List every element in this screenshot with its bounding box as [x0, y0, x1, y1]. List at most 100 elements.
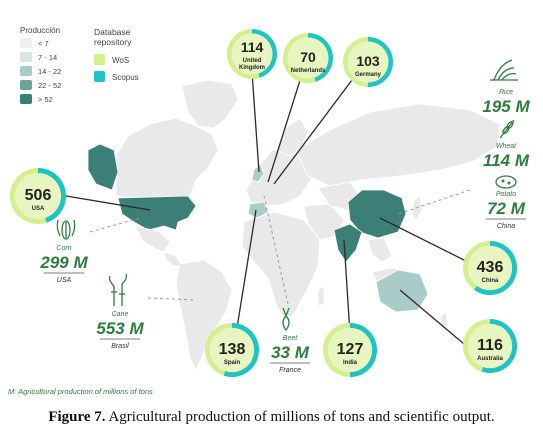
crop-country: China: [497, 223, 515, 230]
donut-inner: [209, 327, 255, 373]
dashed-china-crops: [397, 189, 471, 215]
crop-name: Cane: [112, 311, 129, 318]
crop-country: USA: [57, 277, 72, 284]
southeast-asia: [367, 237, 393, 263]
legend-title: Producción: [20, 26, 60, 35]
donut-value: 70: [300, 49, 316, 65]
beet-icon: [282, 307, 290, 332]
dashed-cane: [147, 297, 197, 301]
donut-country-line2: Kingdom: [239, 65, 265, 71]
scandinavia: [275, 117, 309, 157]
leader-cn: [379, 217, 469, 263]
repository-swatch: [94, 71, 105, 82]
donut-inner: [327, 327, 373, 373]
leader-es: [235, 209, 257, 335]
leader-nl: [267, 73, 303, 183]
donut-country: Germany: [355, 72, 382, 78]
legend-swatch: [20, 80, 32, 90]
donut-country: United: [243, 58, 262, 64]
donut-value: 138: [219, 341, 246, 358]
donut-country: Spain: [224, 360, 241, 366]
crop-country: France: [279, 367, 301, 374]
crop-name: Rice: [499, 89, 513, 96]
crop-country: Brasil: [111, 343, 129, 350]
crop-value: 299 M: [39, 253, 88, 272]
donut-value: 127: [337, 341, 364, 358]
spain-map: [247, 201, 269, 219]
legend-label: 14 - 22: [38, 67, 61, 76]
crop-name: Wheat: [496, 143, 517, 150]
donut-inner: [15, 173, 61, 219]
donut-inner: [231, 33, 273, 75]
donut-inner: [467, 323, 513, 369]
crop-name: Beet: [283, 335, 298, 342]
mexico: [135, 225, 171, 253]
repository-title-2: repository: [94, 37, 132, 47]
usa-map: [117, 195, 197, 231]
alaska: [87, 143, 119, 191]
greenland: [181, 79, 239, 129]
canada: [115, 117, 219, 199]
madagascar: [317, 285, 325, 307]
africa: [241, 211, 321, 321]
leader-de: [273, 79, 353, 185]
donut-value: 436: [477, 259, 504, 276]
caption-label: Figure 7.: [48, 409, 106, 425]
donut-value: 506: [25, 187, 52, 204]
legend-swatch: [20, 38, 32, 48]
repository-title-1: Database: [94, 27, 131, 37]
leader-in: [343, 239, 351, 335]
legend-label: 7 - 14: [38, 53, 57, 62]
russia: [295, 103, 501, 187]
world-map: [87, 79, 501, 371]
donut-country: Netherlands: [291, 68, 326, 74]
donut-inner: [347, 41, 389, 83]
legend-swatch: [20, 94, 32, 104]
legend-label: 22 - 52: [38, 81, 61, 90]
donut-usa: 506 USA: [10, 168, 66, 224]
legend-swatch: [20, 66, 32, 76]
donut-cn: 436 China: [463, 241, 517, 296]
potato-icon: [495, 175, 517, 189]
china-map: [347, 189, 407, 239]
corn-icon: [56, 219, 76, 240]
crop-name: Corn: [56, 245, 71, 252]
donut-in: 127 India: [323, 323, 377, 377]
legend-label: > 52: [38, 95, 53, 104]
leader-uk: [251, 71, 260, 173]
south-america: [175, 259, 233, 371]
crop-value: 114 M: [483, 151, 530, 170]
dashed-beet: [263, 195, 289, 305]
dashed-corn: [89, 217, 141, 233]
donut-country: China: [482, 278, 499, 284]
india-map: [333, 223, 363, 263]
legend-label: < 7: [38, 39, 49, 48]
cane-icon: [108, 273, 128, 306]
repository-label: WoS: [112, 56, 129, 65]
production-legend: Producción < 7 7 - 14 14 - 22 22 - 52 > 52: [20, 26, 61, 104]
footnote: M: Agricultural production of millions o…: [8, 387, 153, 396]
donut-country: India: [343, 360, 358, 366]
crop-name: Potato: [496, 191, 516, 198]
dashed-lines: [89, 189, 471, 305]
donut-value: 103: [356, 53, 380, 69]
rice-icon: [490, 59, 518, 81]
donut-inner: [467, 245, 513, 291]
figure-caption: Figure 7. Agricultural production of mil…: [0, 409, 543, 426]
legend-swatch: [20, 52, 32, 62]
donut-value: 116: [477, 337, 503, 354]
donut-de: 103 Germany: [343, 37, 393, 87]
crop-value: 33 M: [271, 343, 310, 362]
donut-country: USA: [32, 206, 45, 212]
donut-country: Australia: [477, 356, 503, 362]
repository-swatch: [94, 54, 105, 65]
repository-label: Scopus: [112, 73, 139, 82]
caption-text: Agricultural production of millions of t…: [105, 409, 495, 425]
